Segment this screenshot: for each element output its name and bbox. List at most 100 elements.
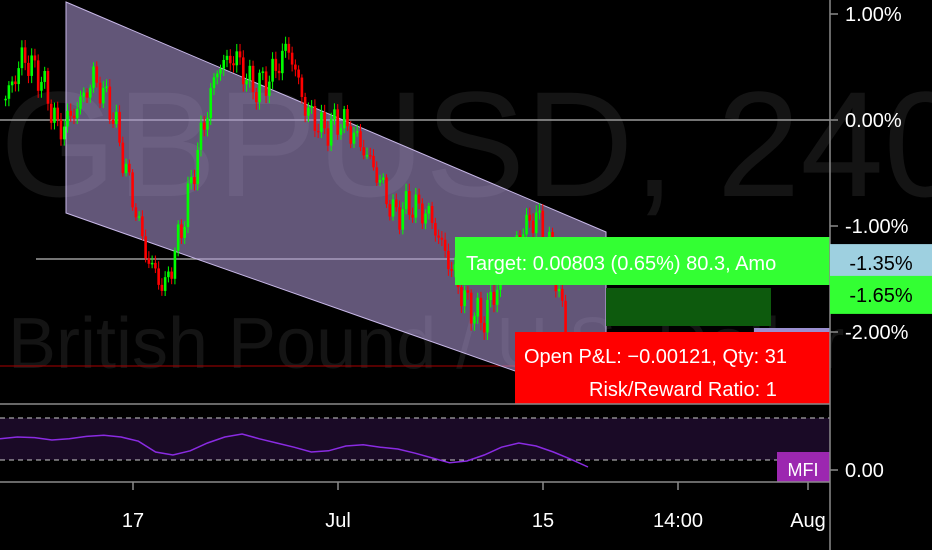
candle [27,62,30,76]
candle [141,216,144,237]
candle [538,210,541,213]
candle [326,128,330,146]
candle [365,154,369,157]
candle [447,250,450,270]
open-pnl-label: Open P&L: −0.00121, Qty: 31 [524,346,787,368]
candle [219,68,222,74]
time-axis-label: 14:00 [653,510,703,532]
candle [163,277,167,291]
candle [342,109,346,129]
target-zone[interactable] [606,288,771,326]
target-label: Target: 0.00803 (0.65%) 80.3, Amo [466,253,776,275]
candle [193,177,196,185]
candle [98,82,102,104]
candle [466,290,470,293]
candle [424,213,427,224]
candle [427,205,431,214]
candle [274,58,278,71]
candle [251,65,255,93]
candle [372,155,375,168]
candle [394,199,398,208]
time-axis-label: Jul [325,510,351,532]
candle [421,203,424,224]
candle [124,163,128,174]
candle [72,115,76,119]
candle [30,55,33,76]
candle [404,191,408,210]
candle [241,57,245,85]
candle [469,292,473,324]
price-badge[interactable] [830,275,932,314]
candle [525,214,528,235]
candle [147,258,151,264]
candle [541,210,545,246]
candle [486,299,489,333]
candle [476,297,479,317]
candle [180,224,183,239]
candle [206,118,209,130]
candle [437,235,440,238]
price-axis[interactable]: 1.00% 0.00% -1.00% -2.00% [830,4,909,344]
candle [482,322,486,333]
candle [53,107,56,123]
candle [137,216,141,218]
candle [157,268,160,285]
candle [121,142,125,174]
candle [271,58,274,82]
candle [62,126,66,140]
price-badge[interactable] [830,244,932,283]
candle [323,112,326,129]
candle [79,96,82,109]
candle [320,112,323,133]
candle [170,271,173,279]
candle [281,50,284,74]
risk-reward-label: Risk/Reward Ratio: 1 [589,379,777,401]
candle [173,250,177,279]
candle [385,177,388,205]
candle [225,55,229,60]
price-badges: -1.35% -1.65% [830,244,932,314]
candle [316,130,320,133]
candle [189,177,193,184]
candle [313,106,317,131]
stop-label-box[interactable] [515,332,830,404]
price-badge-label: -1.35% [849,253,913,275]
candle [105,86,108,89]
candle [398,207,401,230]
candle [473,316,476,324]
candle [479,297,483,323]
candle [268,81,271,96]
candle [388,204,392,217]
candle [10,81,14,86]
candle [43,71,46,82]
time-axis-label: Aug [790,510,826,532]
mfi-badge[interactable] [777,452,830,482]
candle [85,92,89,98]
candle [329,119,333,146]
candle [212,77,216,89]
candle [115,111,118,124]
candle [186,183,190,227]
candle [131,172,134,208]
time-axis-label: 15 [532,510,554,532]
candle [460,287,463,307]
candle [196,149,200,185]
mfi-line [0,433,589,468]
candle [346,109,349,127]
candle [176,224,180,251]
candle [56,107,60,120]
mfi-badge-label: MFI [788,460,819,480]
candle [561,288,564,301]
candle [430,205,434,223]
candle [238,51,242,58]
candle [202,122,206,130]
candle [450,269,453,271]
candle [23,47,27,63]
candle [349,126,353,144]
candle [20,47,24,69]
candle [528,214,532,221]
target-label-box[interactable] [455,237,830,285]
time-axis[interactable]: 17 Jul 15 14:00 Aug [122,482,826,532]
candle [33,55,37,61]
candle [232,63,235,66]
